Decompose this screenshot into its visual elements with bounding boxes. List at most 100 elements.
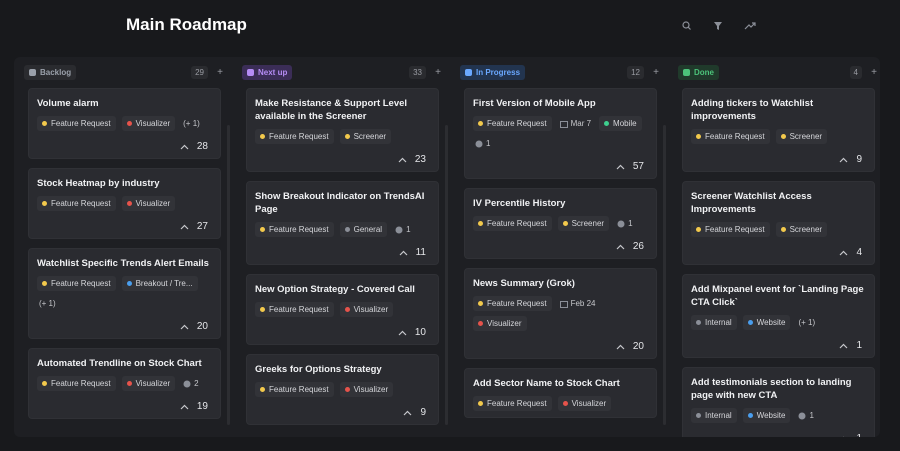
vote-button[interactable]: 26 (473, 241, 648, 252)
vote-button[interactable]: 20 (473, 341, 648, 352)
vote-button[interactable]: 23 (255, 154, 430, 165)
vote-button[interactable]: 19 (37, 401, 212, 412)
card[interactable]: New Option Strategy - Covered Call Featur… (246, 274, 439, 345)
tag-dot (478, 401, 483, 406)
tag: Feature Request (255, 129, 334, 144)
more-tags: (+ 1) (183, 119, 200, 128)
card-title: Screener Watchlist Access Improvements (691, 191, 812, 215)
tag: Visualizer (121, 116, 176, 131)
vote-count: 28 (196, 141, 208, 152)
trend-button[interactable] (740, 16, 760, 36)
card[interactable]: Adding tickers to Watchlist improvements… (682, 88, 875, 172)
card[interactable]: Show Breakout Indicator on TrendsAI Page… (246, 181, 439, 265)
tag-label: Visualizer (353, 305, 389, 314)
card[interactable]: Add Mixpanel event for `Landing Page CTA… (682, 274, 875, 358)
card-list: Adding tickers to Watchlist improvements… (682, 88, 875, 437)
vote-button[interactable]: 28 (37, 141, 212, 152)
tag-dot (260, 134, 265, 139)
board: Backlog 29 + Volume alarm Feature Request Vis… (14, 57, 880, 437)
tag: Visualizer (557, 396, 612, 411)
tag-label: Feature Request (487, 299, 547, 308)
tag-dot (42, 121, 47, 126)
tag-dot (478, 221, 483, 226)
add-button[interactable]: + (217, 66, 223, 78)
vote-button[interactable]: 10 (255, 327, 430, 338)
card[interactable]: Volume alarm Feature Request Visualizer (+ … (28, 88, 221, 159)
column: In Progress 12 + First Version of Mobile Ap… (456, 63, 666, 437)
comments: 1 (473, 136, 492, 151)
card[interactable]: First Version of Mobile App Feature Reque… (464, 88, 657, 179)
filter-button[interactable] (708, 16, 728, 36)
card[interactable]: IV Percentile History Feature Request Scre… (464, 188, 657, 259)
card-title: Add Sector Name to Stock Chart (473, 378, 620, 389)
column-name: Backlog (40, 67, 72, 77)
vote-button[interactable]: 27 (37, 221, 212, 232)
tag-dot (42, 201, 47, 206)
tag-dot (696, 320, 701, 325)
card[interactable]: Screener Watchlist Access Improvements Fe… (682, 181, 875, 265)
comment-icon (617, 220, 625, 227)
tag-dot (696, 413, 701, 418)
card[interactable]: Add testimonials section to landing page… (682, 367, 875, 437)
vote-button[interactable]: 1 (691, 340, 866, 351)
more-tags: (+ 1) (39, 299, 56, 308)
add-button[interactable]: + (653, 66, 659, 78)
tag-label: Feature Request (51, 379, 111, 388)
vote-button[interactable]: 20 (37, 321, 212, 332)
vote-count: 57 (632, 161, 644, 172)
vote-button[interactable]: 1 (691, 433, 866, 437)
vote-count: 9 (856, 154, 862, 165)
column-icon (465, 68, 472, 76)
tag: Internal (691, 408, 737, 423)
vote-button[interactable]: 4 (691, 247, 866, 258)
card[interactable]: Stock Heatmap by industry Feature Request… (28, 168, 221, 239)
search-button[interactable] (677, 16, 697, 36)
tag-label: Feature Request (269, 305, 329, 314)
tag-dot (126, 281, 132, 286)
card-meta: Feature Request Screener (255, 129, 430, 144)
card[interactable]: Watchlist Specific Trends Alert Emails Fe… (28, 248, 221, 339)
card-meta: Feature Request Screener (691, 222, 866, 237)
comments: 1 (796, 408, 815, 423)
scrollbar (445, 125, 448, 425)
tag-dot (260, 387, 265, 392)
card-meta: Feature Request Mar 7 Mobile 1 (473, 116, 648, 151)
tag: Feature Request (473, 116, 552, 131)
vote-count: 23 (414, 154, 426, 165)
card[interactable]: News Summary (Grok) Feature Request Feb 24… (464, 268, 657, 359)
tag-label: Feature Request (51, 199, 111, 208)
card-title: Adding tickers to Watchlist improvements (691, 98, 814, 122)
card-title: News Summary (Grok) (473, 278, 575, 289)
vote-button[interactable]: 57 (473, 161, 648, 172)
tag: Visualizer (121, 376, 176, 391)
tag-label: Feature Request (705, 132, 765, 141)
column-header: Backlog 29 + (20, 63, 230, 81)
more-tags: (+ 1) (798, 318, 816, 327)
vote-button[interactable]: 9 (691, 154, 866, 165)
tag-dot (478, 301, 483, 306)
card[interactable]: Add Sector Name to Stock Chart Feature Re… (464, 368, 657, 418)
tag-label: Feature Request (269, 132, 329, 141)
tag-dot (604, 121, 610, 126)
column-count: 4 (849, 65, 862, 79)
tag-label: Feature Request (269, 385, 329, 394)
tag-dot (42, 381, 47, 386)
vote-button[interactable]: 9 (255, 407, 430, 418)
card-title: Watchlist Specific Trends Alert Emails (37, 258, 209, 269)
card-title: First Version of Mobile App (473, 98, 596, 109)
card-list: First Version of Mobile App Feature Reque… (464, 88, 657, 437)
tag-label: Feature Request (51, 279, 111, 288)
vote-button[interactable]: 11 (255, 247, 430, 258)
tag-label: Feature Request (51, 119, 111, 128)
card-meta: Feature Request Visualizer (255, 302, 430, 317)
add-button[interactable]: + (871, 66, 877, 78)
column-badge: Next up (242, 64, 293, 80)
add-button[interactable]: + (435, 66, 441, 78)
card[interactable]: Automated Trendline on Stock Chart Featur… (28, 348, 221, 419)
card[interactable]: Greeks for Options Strategy Feature Reque… (246, 354, 439, 425)
card[interactable]: Make Resistance & Support Level availabl… (246, 88, 439, 172)
upvote-icon (840, 157, 848, 162)
card-title: Automated Trendline on Stock Chart (37, 358, 202, 369)
card-meta: Feature Request Visualizer (255, 382, 430, 397)
